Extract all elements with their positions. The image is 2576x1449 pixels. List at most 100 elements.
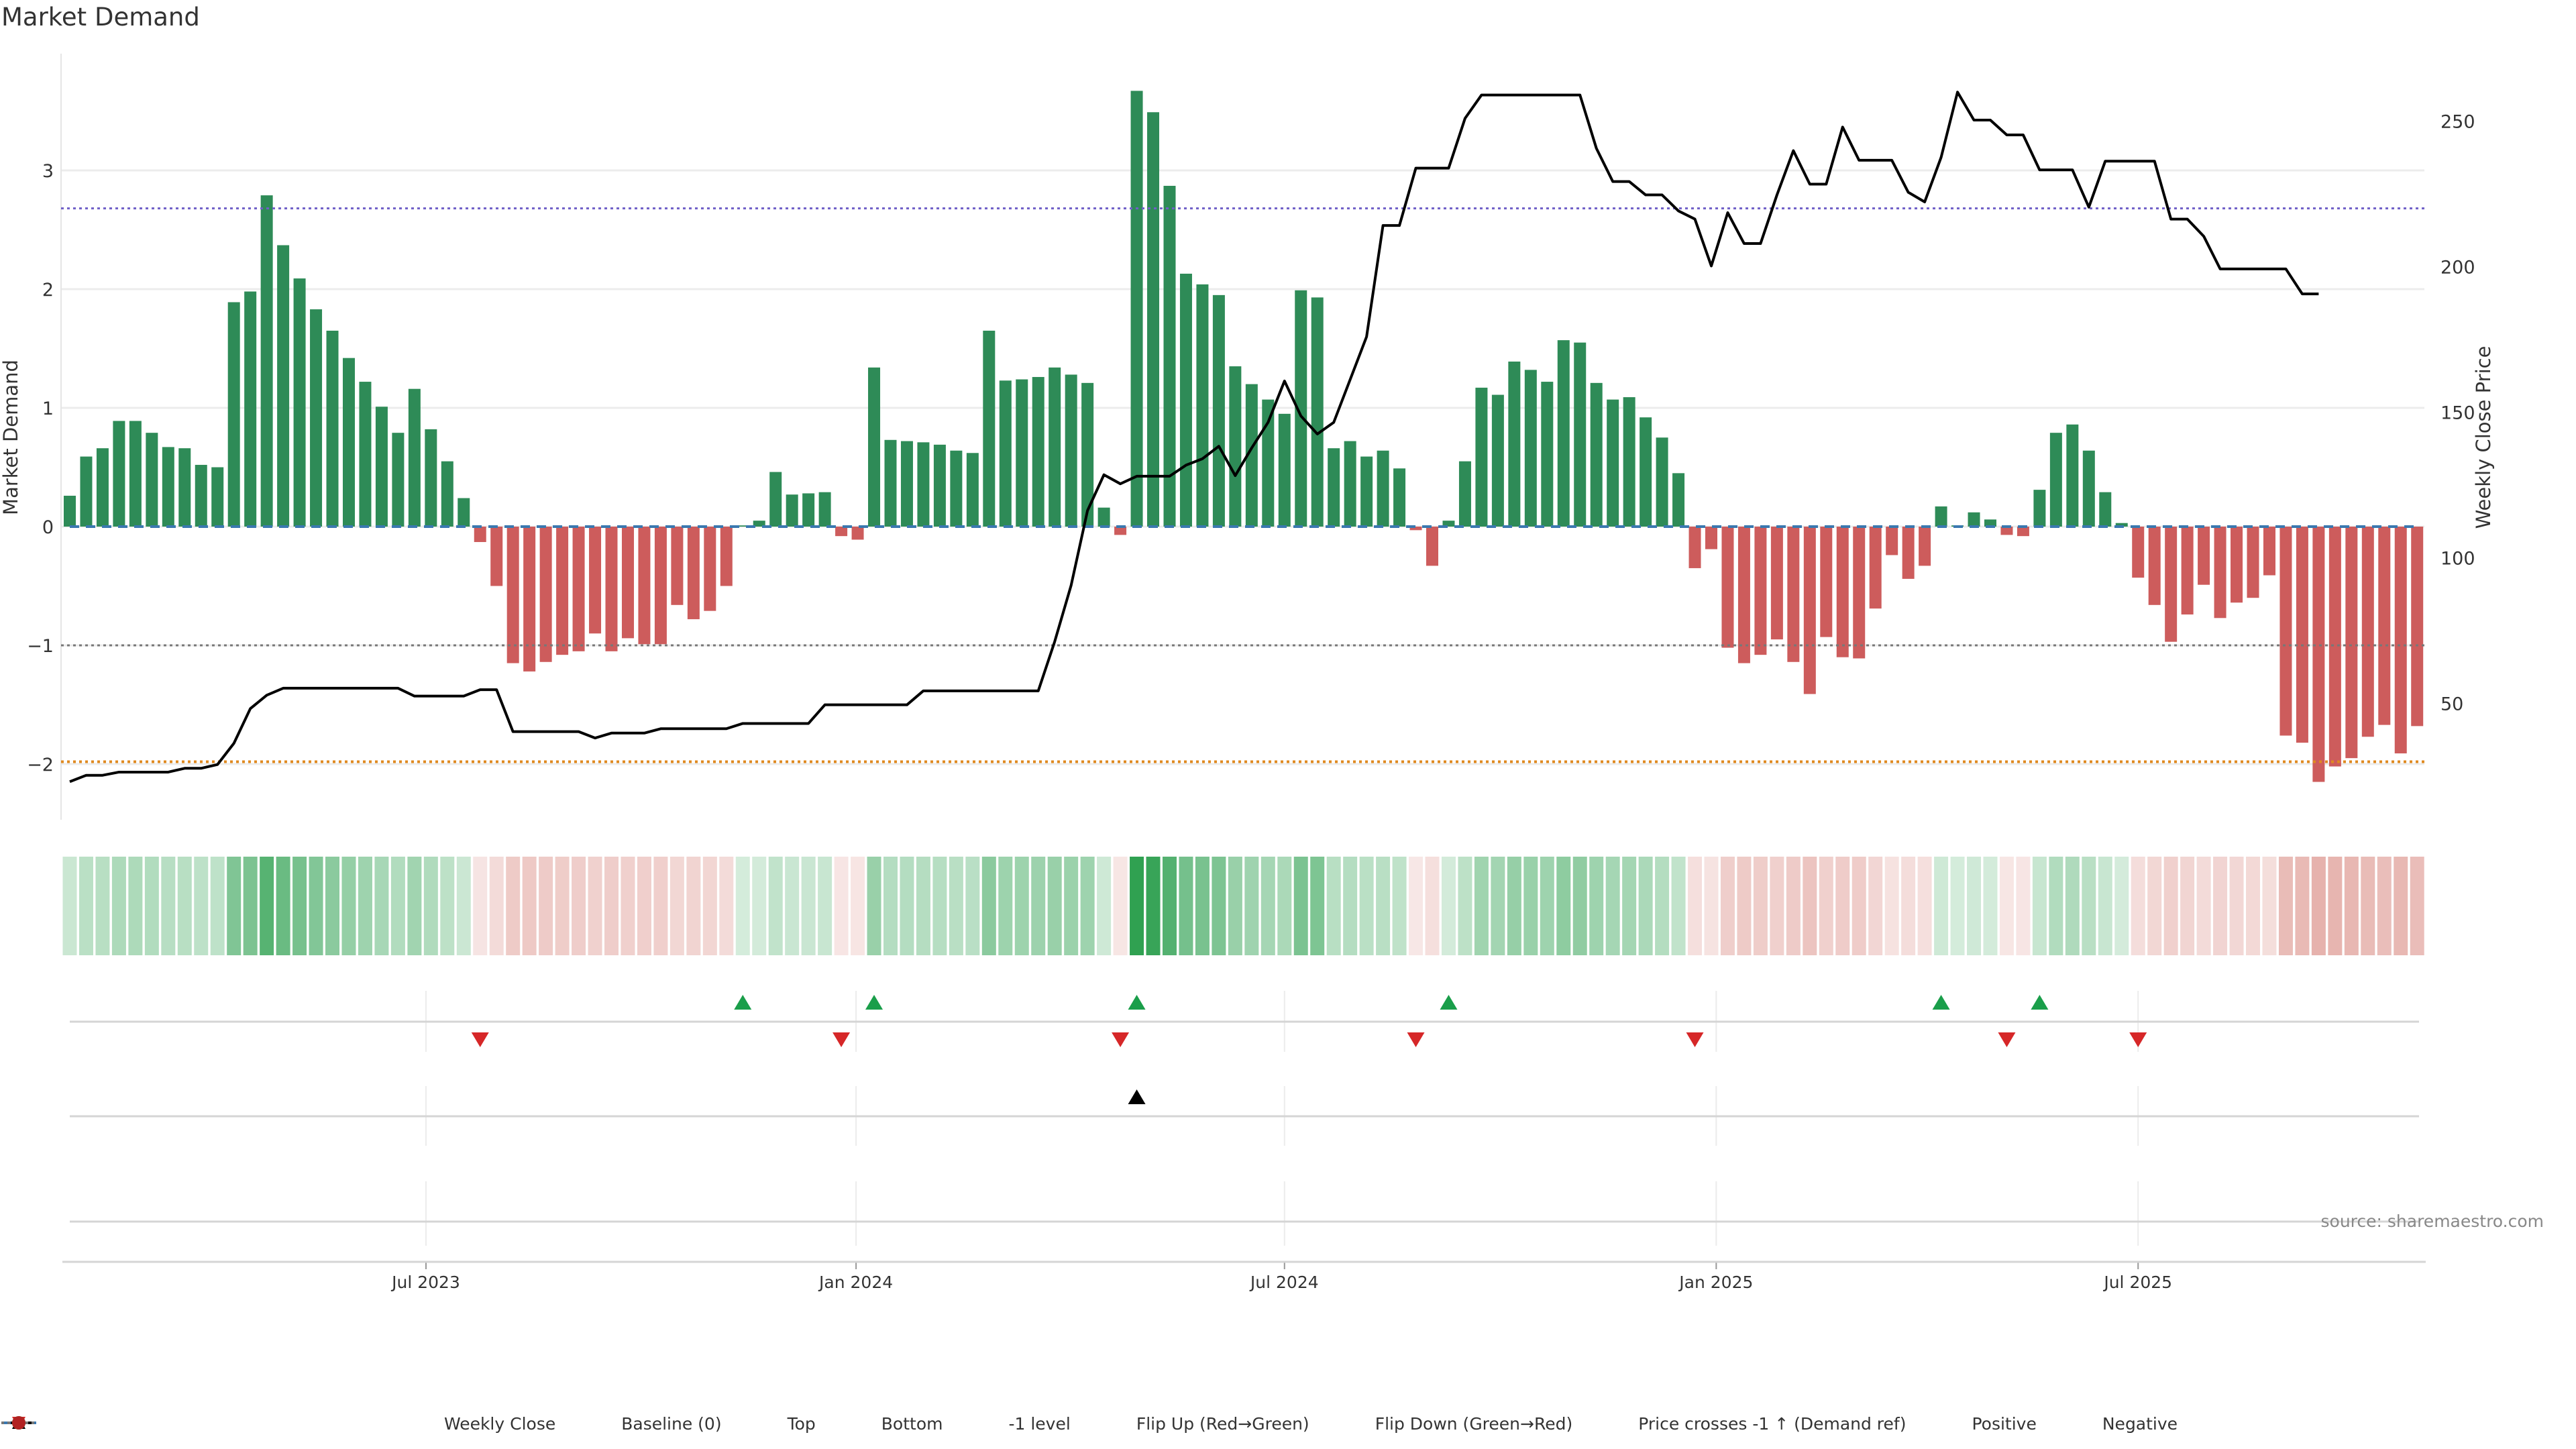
- heat-cell: [390, 857, 405, 955]
- bar-positive: [425, 429, 437, 527]
- heat-cell: [883, 857, 898, 955]
- heat-cell: [1260, 857, 1275, 955]
- heat-cell: [341, 857, 356, 955]
- bar-positive: [277, 245, 290, 527]
- bar-negative: [2296, 527, 2308, 743]
- bar-positive: [868, 367, 881, 527]
- heat-cell: [1080, 857, 1095, 955]
- heat-cell: [1819, 857, 1833, 955]
- bar-negative: [1886, 527, 1898, 555]
- heat-cell: [1491, 857, 1505, 955]
- legend-item-flip-up: Flip Up (Red→Green): [12, 1414, 1309, 1434]
- heat-cell: [1638, 857, 1653, 955]
- legend-label: Positive: [1972, 1414, 2037, 1434]
- heat-cell: [2311, 857, 2326, 955]
- bar-positive: [1524, 370, 1537, 527]
- bar-negative: [1803, 527, 1816, 694]
- heat-cell: [1425, 857, 1440, 955]
- heat-cell: [489, 857, 504, 955]
- legend-symbol-icon: [12, 1415, 1128, 1433]
- bar-negative: [654, 527, 667, 645]
- bar-negative: [2312, 527, 2325, 782]
- heat-cell: [572, 857, 586, 955]
- bar-positive: [80, 456, 93, 527]
- heat-cell: [1786, 857, 1801, 955]
- bar-negative: [2214, 527, 2226, 619]
- flip-up-marker: [865, 995, 883, 1010]
- heat-cell: [588, 857, 602, 955]
- bar-negative: [1688, 527, 1701, 568]
- bar-positive: [310, 309, 323, 527]
- bar-positive: [769, 472, 782, 527]
- heat-cell: [144, 857, 159, 955]
- bar-positive: [884, 439, 897, 527]
- bar-positive: [244, 291, 257, 527]
- bar-positive: [1377, 450, 1389, 527]
- bar-positive: [408, 388, 421, 527]
- heat-cell: [506, 857, 521, 955]
- heat-cell: [456, 857, 471, 955]
- bar-negative: [2328, 527, 2341, 767]
- bar-negative: [2263, 527, 2275, 576]
- heat-cell: [801, 857, 816, 955]
- bar-positive: [2099, 492, 2112, 527]
- bar-positive: [1147, 112, 1160, 527]
- heat-cell: [998, 857, 1013, 955]
- flip-down-marker: [2129, 1032, 2147, 1047]
- heat-cell: [2147, 857, 2162, 955]
- bar-negative: [1426, 527, 1439, 566]
- flip-down-marker: [471, 1032, 489, 1047]
- bar-positive: [129, 421, 142, 527]
- bar-positive: [1049, 367, 1061, 527]
- bar-positive: [1245, 384, 1258, 527]
- legend-symbol-icon: [12, 1415, 2094, 1433]
- heat-cell: [473, 857, 488, 955]
- bar-positive: [1557, 340, 1570, 527]
- heat-cell: [1326, 857, 1341, 955]
- heat-cell: [2229, 857, 2244, 955]
- bar-negative: [1770, 527, 1783, 640]
- heat-cell: [2344, 857, 2359, 955]
- source-label: source: sharemaestro.com: [2320, 1212, 2544, 1231]
- bar-negative: [2394, 527, 2407, 754]
- heat-cell: [621, 857, 635, 955]
- heat-cell: [965, 857, 980, 955]
- bar-positive: [2082, 450, 2095, 527]
- legend-item-negative: Negative: [12, 1414, 2178, 1434]
- heat-cell: [1359, 857, 1374, 955]
- bar-negative: [1705, 527, 1717, 549]
- heat-cell: [686, 857, 701, 955]
- bar-positive: [1640, 417, 1652, 527]
- bar-positive: [1311, 297, 1324, 527]
- heat-cell: [2328, 857, 2343, 955]
- bar-positive: [1508, 361, 1521, 527]
- heat-cell: [1409, 857, 1424, 955]
- legend-symbol-icon: [12, 1415, 1630, 1433]
- legend-item-flip-down: Flip Down (Green→Red): [12, 1414, 1572, 1434]
- bar-positive: [950, 450, 963, 527]
- bar-positive: [326, 330, 339, 527]
- bar-positive: [260, 195, 273, 527]
- heat-cell: [2377, 857, 2392, 955]
- bar-positive: [162, 447, 174, 527]
- y-tick-label: −1: [27, 636, 54, 657]
- heat-cell: [292, 857, 307, 955]
- bar-negative: [605, 527, 618, 651]
- bar-positive: [818, 492, 831, 527]
- bar-positive: [1130, 91, 1143, 527]
- bar-negative: [1902, 527, 1915, 579]
- bar-positive: [1032, 376, 1044, 527]
- bar-negative: [1787, 527, 1800, 662]
- heat-cell: [851, 857, 865, 955]
- bar-positive: [966, 453, 979, 527]
- heat-cell: [735, 857, 750, 955]
- heat-cell: [2262, 857, 2277, 955]
- heat-cell: [1868, 857, 1883, 955]
- heat-cell: [1803, 857, 1817, 955]
- heat-cell: [1720, 857, 1735, 955]
- heat-cell: [1130, 857, 1144, 955]
- legend-label: -1 level: [1008, 1414, 1071, 1434]
- y2-axis-label: Weekly Close Price: [2472, 346, 2495, 529]
- flip-up-marker: [1440, 995, 1458, 1010]
- heat-cell: [2131, 857, 2145, 955]
